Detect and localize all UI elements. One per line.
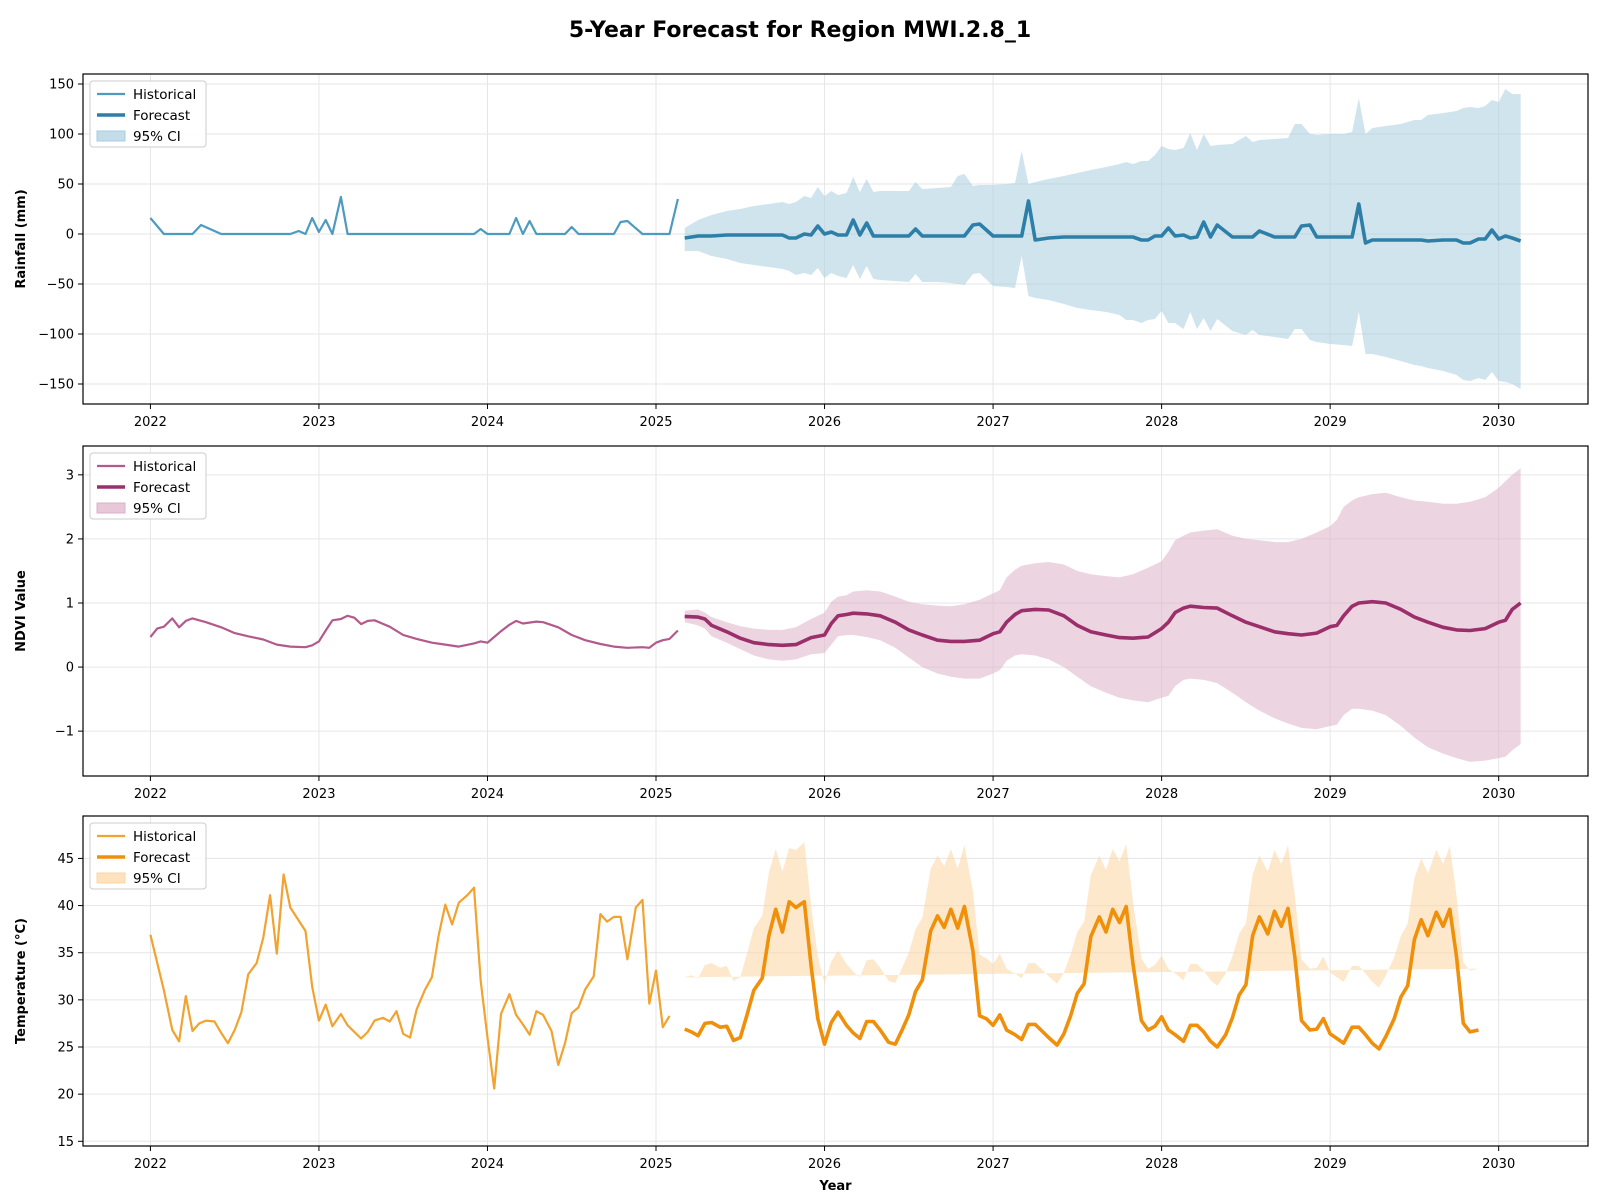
ci-band: [684, 842, 1479, 988]
axes-frame: [82, 445, 1589, 777]
legend-label: Forecast: [133, 850, 190, 866]
legend: Historical Forecast 95% CI: [89, 822, 207, 890]
x-tick-label: 2022: [134, 1157, 167, 1172]
y-tick-label: −150: [38, 378, 74, 393]
y-tick-label: 40: [57, 899, 74, 914]
historical-line: [149, 195, 679, 236]
forecast-line: [684, 599, 1522, 648]
legend: Historical Forecast 95% CI: [89, 452, 207, 520]
x-tick-label: 2028: [1145, 1157, 1178, 1172]
plot-area: [149, 842, 1479, 1090]
forecast-line: [684, 199, 1522, 245]
plot-area: [149, 468, 1522, 762]
y-tick-label: 3: [66, 468, 74, 483]
x-tick-label: 2030: [1482, 1157, 1515, 1172]
axes-frame: [82, 73, 1589, 405]
legend-label: Historical: [133, 829, 196, 845]
x-tick-label: 2030: [1482, 415, 1515, 430]
y-tick-label: −100: [38, 328, 74, 343]
x-tick-label: 2023: [302, 1157, 335, 1172]
y-tick-label: 100: [49, 128, 74, 143]
legend-label: Forecast: [133, 108, 190, 124]
chart-panel-ndvi: 2022 2023 2024 2025 2026 2027 2028 2029 2030 −1 0 1…: [14, 445, 1589, 802]
x-tick-label: 2025: [639, 415, 672, 430]
x-tick-label: 2025: [639, 1157, 672, 1172]
ci-band: [684, 89, 1521, 389]
x-tick-label: 2023: [302, 415, 335, 430]
legend-label: 95% CI: [133, 871, 181, 887]
x-tick-label: 2024: [471, 415, 504, 430]
x-tick-label: 2028: [1145, 787, 1178, 802]
y-tick-label: 45: [57, 852, 74, 867]
legend-swatch-patch: [96, 502, 126, 514]
legend-label: Historical: [133, 87, 196, 103]
x-tick-label: 2027: [977, 1157, 1010, 1172]
x-tick-label: 2029: [1314, 787, 1347, 802]
chart-title: 5-Year Forecast for Region MWI.2.8_1: [568, 18, 1032, 43]
y-tick-label: −50: [47, 278, 74, 293]
y-tick-label: 50: [57, 178, 74, 193]
axes-frame: [82, 815, 1589, 1147]
x-tick-label: 2028: [1145, 415, 1178, 430]
y-axis-label: Rainfall (mm): [14, 189, 29, 288]
legend-swatch-patch: [96, 872, 126, 884]
x-tick-label: 2026: [808, 415, 841, 430]
y-tick-label: 150: [49, 78, 74, 93]
legend-label: Forecast: [133, 480, 190, 496]
x-tick-label: 2023: [302, 787, 335, 802]
x-tick-label: 2022: [134, 787, 167, 802]
x-tick-label: 2022: [134, 415, 167, 430]
x-tick-label: 2025: [639, 787, 672, 802]
x-tick-label: 2027: [977, 415, 1010, 430]
y-tick-label: 2: [66, 532, 74, 547]
x-axis-label: Year: [818, 1179, 852, 1194]
x-tick-label: 2027: [977, 787, 1010, 802]
y-tick-label: −1: [55, 725, 74, 740]
y-axis-label: NDVI Value: [14, 570, 29, 652]
legend-swatch-patch: [96, 130, 126, 142]
legend-label: 95% CI: [133, 501, 181, 517]
chart-panel-rainfall: 2022 2023 2024 2025 2026 2027 2028 2029 2030 −150…: [14, 73, 1589, 430]
legend: Historical Forecast 95% CI: [89, 80, 207, 148]
legend-label: 95% CI: [133, 129, 181, 145]
y-tick-label: 25: [57, 1041, 74, 1056]
y-tick-label: 35: [57, 946, 74, 961]
y-tick-label: 20: [57, 1088, 74, 1103]
historical-line: [149, 614, 679, 649]
y-tick-label: 1: [66, 596, 74, 611]
x-tick-label: 2026: [808, 1157, 841, 1172]
legend-label: Historical: [133, 459, 196, 475]
x-tick-label: 2024: [471, 787, 504, 802]
y-axis-label: Temperature (°C): [14, 918, 29, 1044]
forecast-line: [684, 900, 1479, 1051]
y-tick-label: 0: [66, 661, 74, 676]
y-tick-label: 15: [57, 1135, 74, 1150]
y-tick-label: 30: [57, 993, 74, 1008]
x-tick-label: 2030: [1482, 787, 1515, 802]
y-tick-label: 0: [66, 228, 74, 243]
historical-line: [149, 873, 671, 1090]
x-tick-label: 2024: [471, 1157, 504, 1172]
chart-panel-temp: 2022 2023 2024 2025 2026 2027 2028 2029 20301520…: [14, 815, 1589, 1172]
plot-area: [149, 89, 1522, 389]
x-tick-label: 2026: [808, 787, 841, 802]
x-tick-label: 2029: [1314, 415, 1347, 430]
ci-band: [684, 468, 1521, 762]
x-tick-label: 2029: [1314, 1157, 1347, 1172]
